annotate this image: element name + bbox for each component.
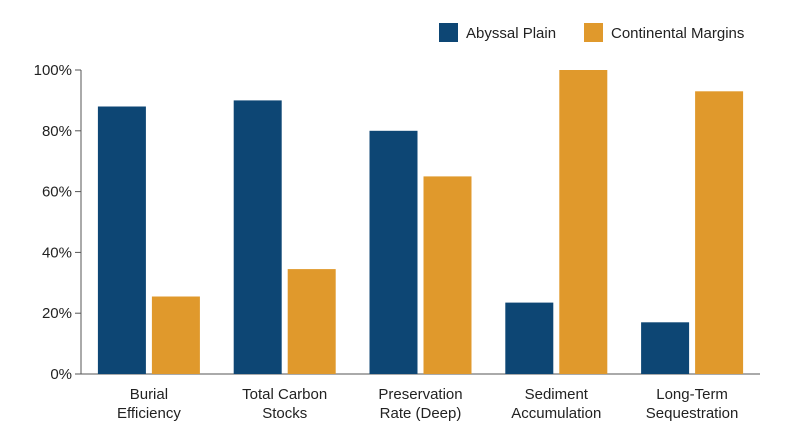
- x-category-label-line: Sequestration: [646, 405, 739, 422]
- x-category-label: Burial Efficiency: [117, 386, 181, 422]
- y-tick-label: 100%: [34, 62, 72, 79]
- bar-continental-margins: [423, 176, 472, 374]
- bars: [97, 70, 744, 375]
- x-category-label-line: Long-Term: [656, 386, 728, 403]
- x-category-label-line: Sediment: [525, 386, 589, 403]
- x-category-label: Sediment Accumulation: [511, 386, 601, 422]
- bar-continental-margins: [287, 269, 336, 374]
- legend-swatch: [439, 23, 458, 42]
- y-tick-label: 20%: [42, 305, 72, 322]
- legend-label: Abyssal Plain: [466, 25, 556, 42]
- bar-continental-margins: [695, 91, 744, 375]
- legend-label: Continental Margins: [611, 25, 744, 42]
- x-axis-labels: Burial Efficiency Total Carbon Stocks Preser…: [117, 386, 738, 422]
- bar-continental-margins: [151, 296, 200, 374]
- x-category-label: Preservation Rate (Deep): [378, 386, 462, 422]
- y-tick-label: 40%: [42, 244, 72, 261]
- legend-swatch: [584, 23, 603, 42]
- bar-abyssal-plain: [97, 106, 146, 374]
- x-category-label-line: Accumulation: [511, 405, 601, 422]
- legend: Abyssal Plain Continental Margins: [439, 23, 744, 42]
- x-category-label: Total Carbon Stocks: [242, 386, 327, 422]
- y-tick-label: 0%: [50, 366, 72, 383]
- x-category-label-line: Efficiency: [117, 405, 181, 422]
- y-tick-label: 80%: [42, 123, 72, 140]
- x-category-label-line: Rate (Deep): [380, 405, 462, 422]
- x-category-label-line: Stocks: [262, 405, 307, 422]
- bar-continental-margins: [559, 70, 608, 374]
- x-category-label-line: Preservation: [378, 386, 462, 403]
- bar-abyssal-plain: [641, 322, 690, 374]
- x-category-label: Long-Term Sequestration: [646, 386, 739, 422]
- x-category-label-line: Burial: [130, 386, 168, 403]
- bar-abyssal-plain: [369, 130, 418, 374]
- x-category-label-line: Total Carbon: [242, 386, 327, 403]
- bar-abyssal-plain: [505, 302, 554, 374]
- y-tick-label: 60%: [42, 184, 72, 201]
- bar-abyssal-plain: [233, 100, 282, 375]
